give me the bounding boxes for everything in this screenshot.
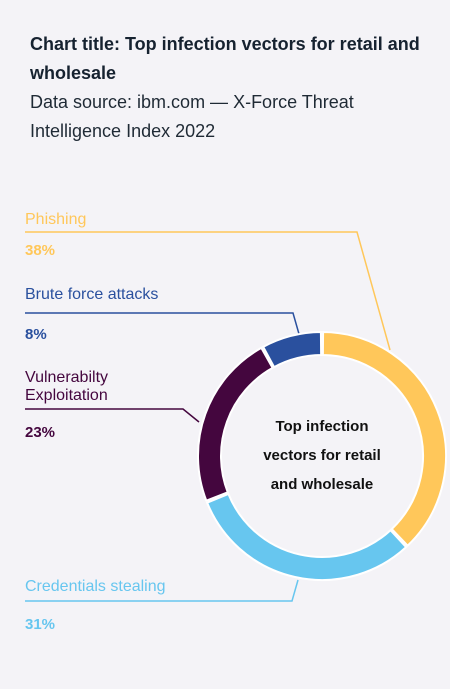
leader-line-credentials-stealing [25, 579, 299, 602]
data-source-line-2: Intelligence Index 2022 [30, 121, 216, 141]
label-brute-force-attacks: Brute force attacks [25, 286, 159, 303]
slice-phishing [321, 330, 447, 548]
leader-line-brute-force-attacks [25, 312, 300, 335]
value-vulnerability-exploitation: 23% [25, 424, 56, 441]
label-vulnerability-exploitation: Vulnerabilty Exploitation [25, 369, 109, 404]
donut-slices [197, 330, 447, 581]
value-credentials-stealing: 31% [25, 616, 56, 633]
leader-lines [25, 231, 391, 602]
chart-title: Chart title: Top infection vectors for r… [30, 34, 420, 83]
leader-line-vulnerabilty-exploitation [25, 408, 200, 423]
label-phishing: Phishing [25, 211, 87, 228]
donut-center-label: Top infection vectors for retail and who… [263, 418, 381, 493]
slice-brute-force-attacks [261, 330, 323, 369]
leader-line-phishing [25, 231, 391, 351]
value-phishing: 38% [25, 242, 56, 259]
chart-header: Chart title: Top infection vectors for r… [30, 30, 430, 146]
label-credentials-stealing: Credentials stealing [25, 578, 166, 595]
slice-credentials-stealing [205, 492, 408, 581]
data-source-line-1: Data source: ibm.com — X-Force Threat [30, 92, 354, 112]
value-brute-force-attacks: 8% [25, 326, 47, 343]
slice-vulnerabilty-exploitation [197, 346, 274, 502]
